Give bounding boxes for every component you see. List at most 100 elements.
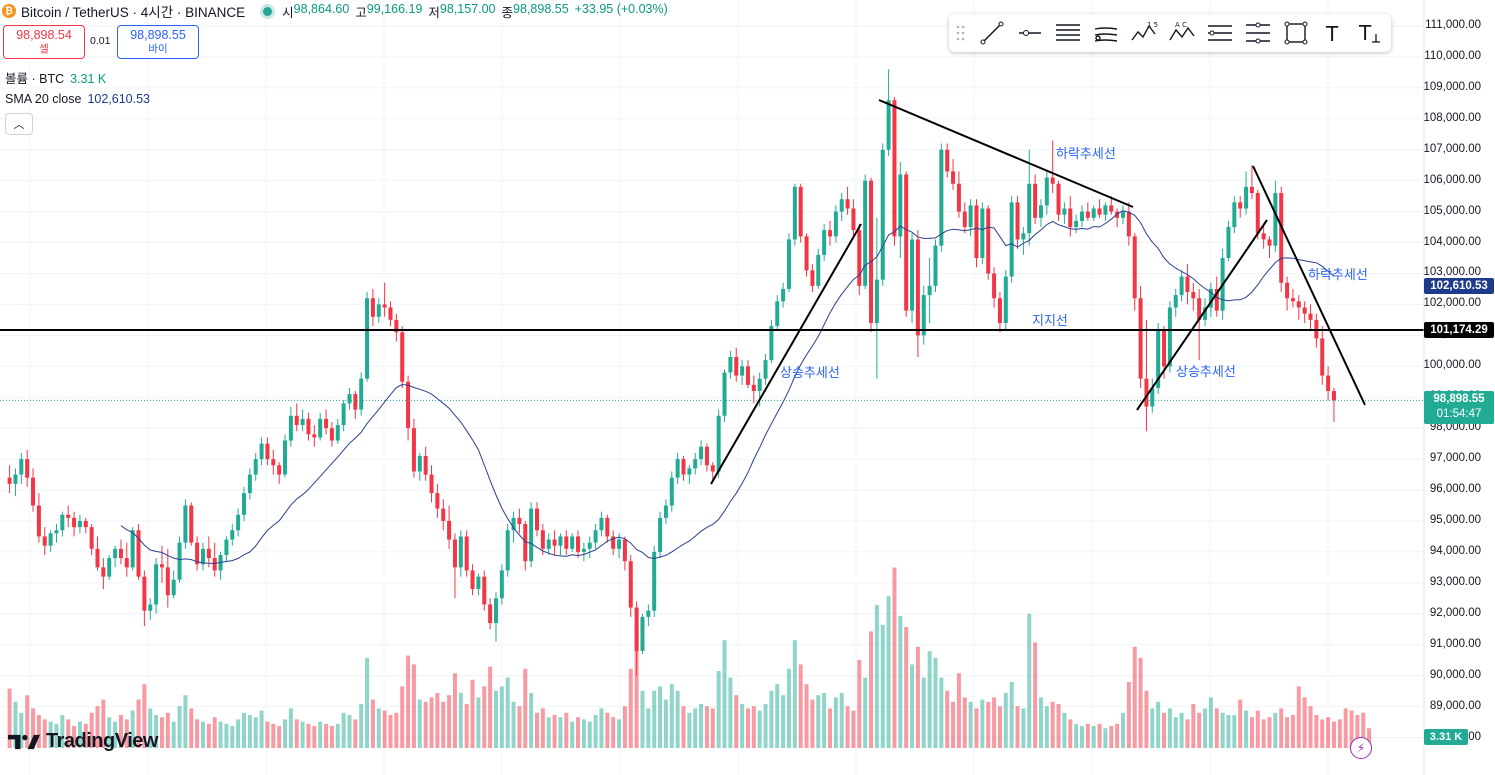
grip-icon[interactable] xyxy=(951,19,971,47)
rectangle-icon[interactable] xyxy=(1281,19,1311,47)
parallel-channel-icon[interactable] xyxy=(1053,19,1083,47)
candle xyxy=(933,239,938,293)
candle-body xyxy=(1121,211,1125,218)
tradingview-logo[interactable]: TradingView xyxy=(8,730,158,753)
candle xyxy=(1308,304,1313,330)
volume-bar xyxy=(687,712,692,748)
symbol-title[interactable]: Bitcoin / TetherUS · 4시간 · BINANCE xyxy=(21,5,246,20)
volume-bar xyxy=(499,686,504,748)
volume-bar xyxy=(845,706,850,748)
text-icon[interactable]: T xyxy=(1319,19,1349,47)
long-position-icon[interactable] xyxy=(1243,19,1273,47)
volume-bar xyxy=(933,657,938,748)
sma-indicator-legend[interactable]: SMA 20 close 102,610.53 xyxy=(5,92,150,106)
volume-bar xyxy=(1003,693,1008,748)
candle xyxy=(546,533,551,555)
candle xyxy=(517,508,522,534)
volume-indicator-legend[interactable]: 볼륨 · BTC 3.31 K xyxy=(5,68,106,87)
price-axis-label: 109,000.00 xyxy=(1423,80,1481,93)
sell-label: 셀 xyxy=(39,43,49,55)
candle xyxy=(259,437,264,466)
volume-bar xyxy=(992,697,997,748)
trend-lines xyxy=(710,99,1366,485)
volume-bar xyxy=(493,690,498,748)
fib-retracement-icon[interactable] xyxy=(1091,19,1121,47)
low-value: 98,157.00 xyxy=(439,1,496,16)
candle xyxy=(1103,202,1108,221)
candle xyxy=(66,505,71,528)
price-label-icon[interactable]: T xyxy=(1355,19,1385,47)
last-price-tag: 98,898.55 01:54:47 xyxy=(1424,391,1494,424)
candle-body xyxy=(769,326,774,361)
volume-bar xyxy=(458,693,463,748)
candle-body xyxy=(72,517,77,528)
elliott-wave-icon[interactable]: 1 5 xyxy=(1129,19,1159,47)
volume-bar xyxy=(1255,710,1260,748)
price-axis-label: 103,000.00 xyxy=(1423,266,1481,279)
candle xyxy=(1208,282,1213,317)
candle xyxy=(499,564,504,605)
candle-body xyxy=(529,508,534,562)
date-range-icon[interactable] xyxy=(1205,19,1235,47)
buy-button[interactable]: 98,898.55 바이 xyxy=(117,25,199,59)
volume-bar xyxy=(763,704,768,748)
sell-button[interactable]: 98,898.54 셀 xyxy=(3,25,85,59)
volume-bar xyxy=(523,668,528,748)
volume-bar xyxy=(83,723,88,748)
price-axis-label: 105,000.00 xyxy=(1423,204,1481,217)
candle xyxy=(1109,196,1114,215)
volume-bar xyxy=(570,721,575,748)
candle xyxy=(1003,270,1008,330)
candle xyxy=(1038,199,1043,228)
candle-body xyxy=(476,576,481,590)
candle xyxy=(728,350,733,379)
candle-body xyxy=(382,304,387,308)
candle-body xyxy=(1179,276,1184,296)
candle xyxy=(359,372,364,416)
volume-bar xyxy=(1056,704,1061,748)
horizontal-ray-icon[interactable] xyxy=(1015,19,1045,47)
lightning-icon[interactable]: ⚡ xyxy=(1350,737,1372,759)
collapse-legend-button[interactable]: ︿ xyxy=(5,113,33,135)
candle-body xyxy=(165,567,170,596)
volume-bar xyxy=(886,596,891,748)
tradingview-logo-text: TradingView xyxy=(46,730,158,752)
candle xyxy=(1033,174,1038,224)
volume-bar xyxy=(564,712,569,748)
volume-bar xyxy=(1091,726,1096,748)
candle xyxy=(1156,322,1161,395)
candle xyxy=(1015,196,1020,249)
candle-body xyxy=(359,378,364,410)
volume-bar xyxy=(329,726,334,748)
volume-bar xyxy=(1085,723,1090,748)
volume-bar xyxy=(628,668,633,748)
candle-body xyxy=(640,616,645,651)
candle-body xyxy=(113,548,118,559)
candle xyxy=(1050,140,1055,194)
candle-body xyxy=(48,533,53,546)
candle-body xyxy=(681,459,686,475)
candle-body xyxy=(1290,298,1295,302)
candle xyxy=(1009,196,1014,283)
volume-bar xyxy=(1021,708,1026,748)
candle-body xyxy=(1003,276,1008,323)
volume-bar xyxy=(1326,717,1331,748)
candle-body xyxy=(324,418,329,429)
volume-bar xyxy=(1062,712,1067,748)
volume-bar xyxy=(113,721,118,748)
candle-body xyxy=(470,570,475,590)
xabcd-pattern-icon[interactable]: A C xyxy=(1167,19,1197,47)
candle xyxy=(72,511,77,537)
trend-line-icon[interactable] xyxy=(977,19,1007,47)
volume-bar xyxy=(1267,717,1272,748)
candle xyxy=(986,205,991,280)
candle xyxy=(31,468,36,512)
candle xyxy=(452,533,457,599)
candle-body xyxy=(874,279,879,323)
candle xyxy=(353,391,358,419)
candle-body xyxy=(716,415,721,472)
candle xyxy=(904,171,909,317)
chart-header: ₿ Bitcoin / TetherUS · 4시간 · BINANCE 시 98… xyxy=(0,0,674,22)
candle-body xyxy=(212,558,217,571)
